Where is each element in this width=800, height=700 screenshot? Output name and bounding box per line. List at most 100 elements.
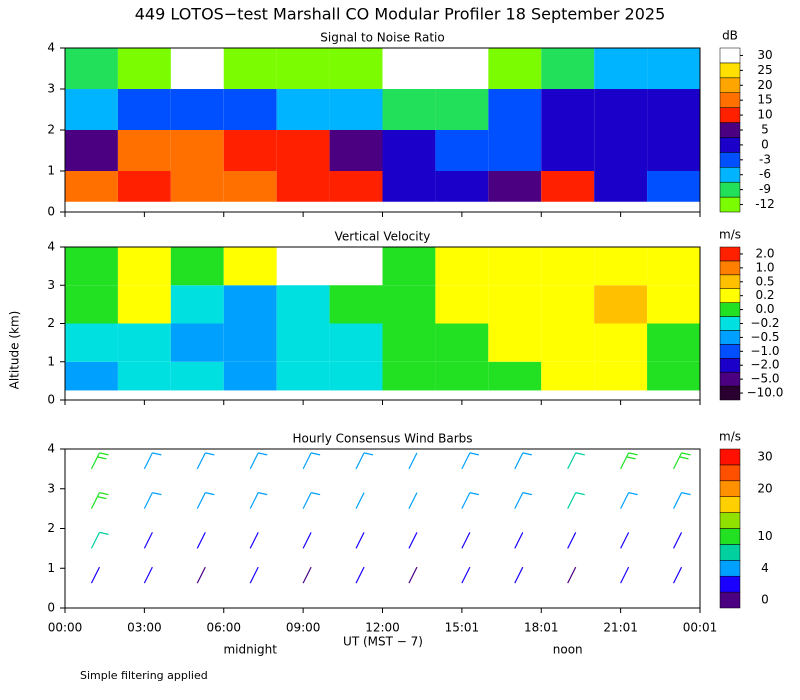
heatmap-cell (329, 48, 383, 89)
colorbar-label: 0 (761, 593, 769, 607)
colorbar-box (719, 302, 741, 317)
wind-barb (249, 492, 259, 509)
y-tick-label: 1 (47, 561, 55, 575)
wind-barb (90, 452, 100, 470)
heatmap-cell (170, 361, 224, 391)
heatmap-cell (382, 361, 436, 391)
heatmap-cell (117, 171, 171, 202)
heatmap-cell (65, 285, 118, 324)
colorbar-label: −0.2 (750, 316, 779, 330)
heatmap-cell (435, 130, 489, 171)
heatmap-cell (223, 171, 277, 202)
colorbar-label: -3 (759, 152, 771, 166)
wind-barb (143, 566, 153, 584)
x-tick-label: 18:01 (524, 621, 559, 635)
colorbar-label: −2.0 (750, 358, 779, 372)
y-tick-label: 0 (47, 601, 55, 615)
heatmap-cell (170, 89, 224, 130)
x-tick-label: 00:01 (683, 621, 718, 635)
x-tick-label: 00:00 (48, 621, 83, 635)
panel-title: Vertical Velocity (335, 230, 431, 244)
colorbar-box (719, 316, 741, 331)
colorbar-box (719, 77, 741, 93)
heatmap-cell (488, 323, 542, 362)
heatmap-cell (382, 285, 436, 324)
barb-feather (205, 492, 215, 496)
colorbar-box (719, 107, 741, 123)
colorbar-label: 0.5 (755, 274, 774, 288)
barb-feather (258, 492, 268, 496)
barb-feather (310, 452, 321, 456)
unit-label: m/s (719, 430, 741, 444)
colorbar-label: 1.0 (755, 260, 774, 274)
wind-barb (673, 566, 683, 584)
heatmap-cell (541, 285, 595, 324)
colorbar-box (719, 591, 741, 609)
wind-barb (196, 532, 206, 549)
x-tick-label: 03:00 (127, 621, 162, 635)
heatmap-cell (647, 130, 700, 171)
wind-barb (249, 452, 259, 470)
heatmap-cell (382, 171, 436, 202)
y-tick-label: 0 (47, 205, 55, 219)
y-tick-label: 2 (47, 316, 55, 330)
colorbar-label: −0.5 (750, 330, 779, 344)
colorbar-box (719, 260, 741, 276)
colorbar-label: -9 (759, 182, 771, 196)
heatmap-cell (170, 171, 224, 202)
wind-barb (355, 452, 365, 470)
heatmap-cell (594, 48, 648, 89)
heatmap-cell (488, 130, 542, 171)
heatmap-cell (117, 130, 171, 171)
wind-barb (143, 532, 153, 549)
footnote: Simple filtering applied (80, 669, 208, 682)
heatmap-cell (647, 89, 700, 130)
heatmap-cell (382, 323, 436, 362)
colorbar-label: 0 (761, 137, 769, 151)
wind-barb (408, 492, 418, 509)
barb-feather (681, 492, 691, 496)
barb-feather (628, 492, 638, 496)
heatmap-cell (223, 361, 277, 391)
wind-barb (196, 492, 206, 509)
y-tick-label: 3 (47, 82, 55, 96)
colorbar-label: 10 (757, 529, 772, 543)
heatmap-cell (594, 130, 648, 171)
heatmap-cell (382, 247, 436, 286)
barb-feather (363, 452, 374, 456)
x-tick-label: 09:00 (286, 621, 321, 635)
wind-barb (620, 492, 630, 509)
colorbar-box (719, 385, 741, 401)
wind-barb (355, 492, 365, 509)
heatmap-cell (170, 130, 224, 171)
heatmap-cell (329, 171, 383, 202)
colorbar-label: -6 (759, 167, 771, 181)
heatmap-cell (276, 48, 330, 89)
wind-barb (514, 492, 524, 509)
wind-barb (143, 492, 153, 509)
colorbar-box (719, 137, 741, 153)
heatmap-cell (541, 130, 595, 171)
wind-barb (673, 532, 683, 549)
x-tick-label: 06:00 (206, 621, 241, 635)
colorbar-box (719, 371, 741, 387)
y-tick-label: 1 (47, 354, 55, 368)
heatmap-cell (65, 323, 118, 362)
heatmap-cell (276, 361, 330, 391)
heatmap-cell (65, 130, 118, 171)
wind-barb (461, 566, 471, 584)
colorbar-label: 0.2 (755, 288, 774, 302)
colorbar-box (719, 152, 741, 168)
colorbar-box (719, 62, 741, 79)
colorbar-box (719, 358, 741, 373)
heatmap-cell (276, 323, 330, 362)
colorbar-label: −10.0 (747, 386, 784, 400)
wind-barb (302, 492, 312, 509)
y-tick-label: 0 (47, 393, 55, 407)
colorbar-box (719, 288, 741, 303)
heatmap-cell (276, 171, 330, 202)
wind-barb (196, 566, 206, 584)
heatmap-cell (329, 130, 383, 171)
barb-feather (97, 456, 107, 460)
